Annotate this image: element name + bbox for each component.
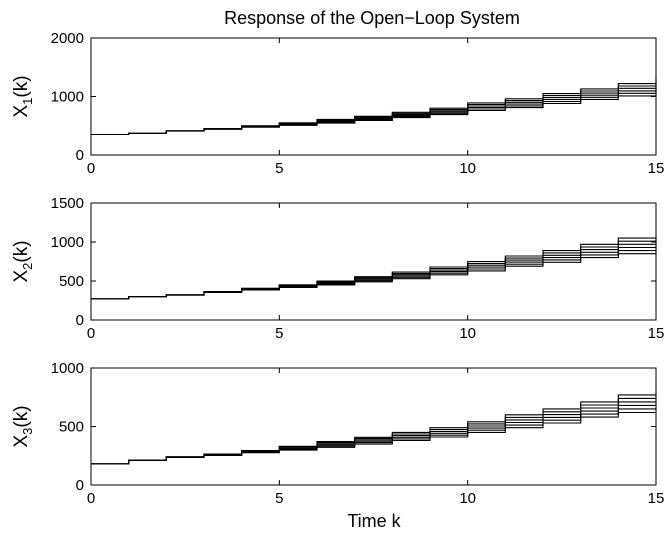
y-tick-label: 1000 (51, 234, 84, 251)
y-tick-label: 500 (59, 419, 84, 436)
y-axis-label: X3(k) (11, 405, 35, 447)
y-tick-label: 1000 (51, 360, 84, 377)
series-line-4 (91, 397, 657, 465)
series-line-6 (91, 390, 657, 465)
x-tick-label: 5 (275, 160, 283, 177)
x-tick-label: 0 (87, 160, 95, 177)
series-line-5 (91, 236, 657, 300)
subplot-2: 0 5 10 15 0 500 1000 1500 X2(k) (11, 195, 664, 342)
series-line-4 (91, 81, 657, 136)
x-tick-label: 10 (459, 160, 476, 177)
y-tick-label: 500 (59, 273, 84, 290)
figure-title: Response of the Open−Loop System (224, 8, 520, 28)
axes-frame (90, 202, 657, 321)
series-line-5 (91, 78, 657, 136)
y-axis-label: X1(k) (11, 75, 35, 117)
subplot-3: 0 5 10 15 0 500 1000 X3(k) (11, 360, 664, 507)
series-line-1 (91, 249, 657, 300)
x-axis-label: Time k (347, 511, 401, 531)
series-line-3 (91, 242, 657, 300)
series-line-2 (91, 245, 657, 300)
series-line-3 (91, 84, 657, 136)
x-tick-label: 5 (275, 325, 283, 342)
series-line-2 (91, 87, 657, 136)
y-tick-label: 1000 (51, 89, 84, 106)
y-tick-label: 2000 (51, 30, 84, 47)
x-tick-label: 10 (459, 490, 476, 507)
x-tick-label: 0 (87, 490, 95, 507)
x-tick-label: 15 (648, 325, 665, 342)
series-line-3 (91, 400, 657, 465)
x-tick-label: 10 (459, 325, 476, 342)
series-line-4 (91, 239, 657, 300)
x-tick-label: 5 (275, 490, 283, 507)
y-tick-label: 1500 (51, 195, 84, 212)
series-line-5 (91, 393, 657, 465)
subplot-1: 0 5 10 15 0 1000 2000 X1(k) (11, 30, 664, 177)
y-axis-label: X2(k) (11, 240, 35, 282)
series-line-6 (91, 75, 657, 136)
series-line-2 (91, 404, 657, 465)
series-line-6 (91, 234, 657, 300)
x-tick-label: 15 (648, 490, 665, 507)
series-line-1 (91, 407, 657, 465)
y-tick-label: 0 (76, 147, 84, 164)
x-tick-label: 15 (648, 160, 665, 177)
axes-frame (90, 367, 657, 486)
axes-frame (90, 37, 657, 156)
y-tick-label: 0 (76, 477, 84, 494)
series-line-1 (91, 90, 657, 136)
y-tick-label: 0 (76, 312, 84, 329)
x-tick-label: 0 (87, 325, 95, 342)
